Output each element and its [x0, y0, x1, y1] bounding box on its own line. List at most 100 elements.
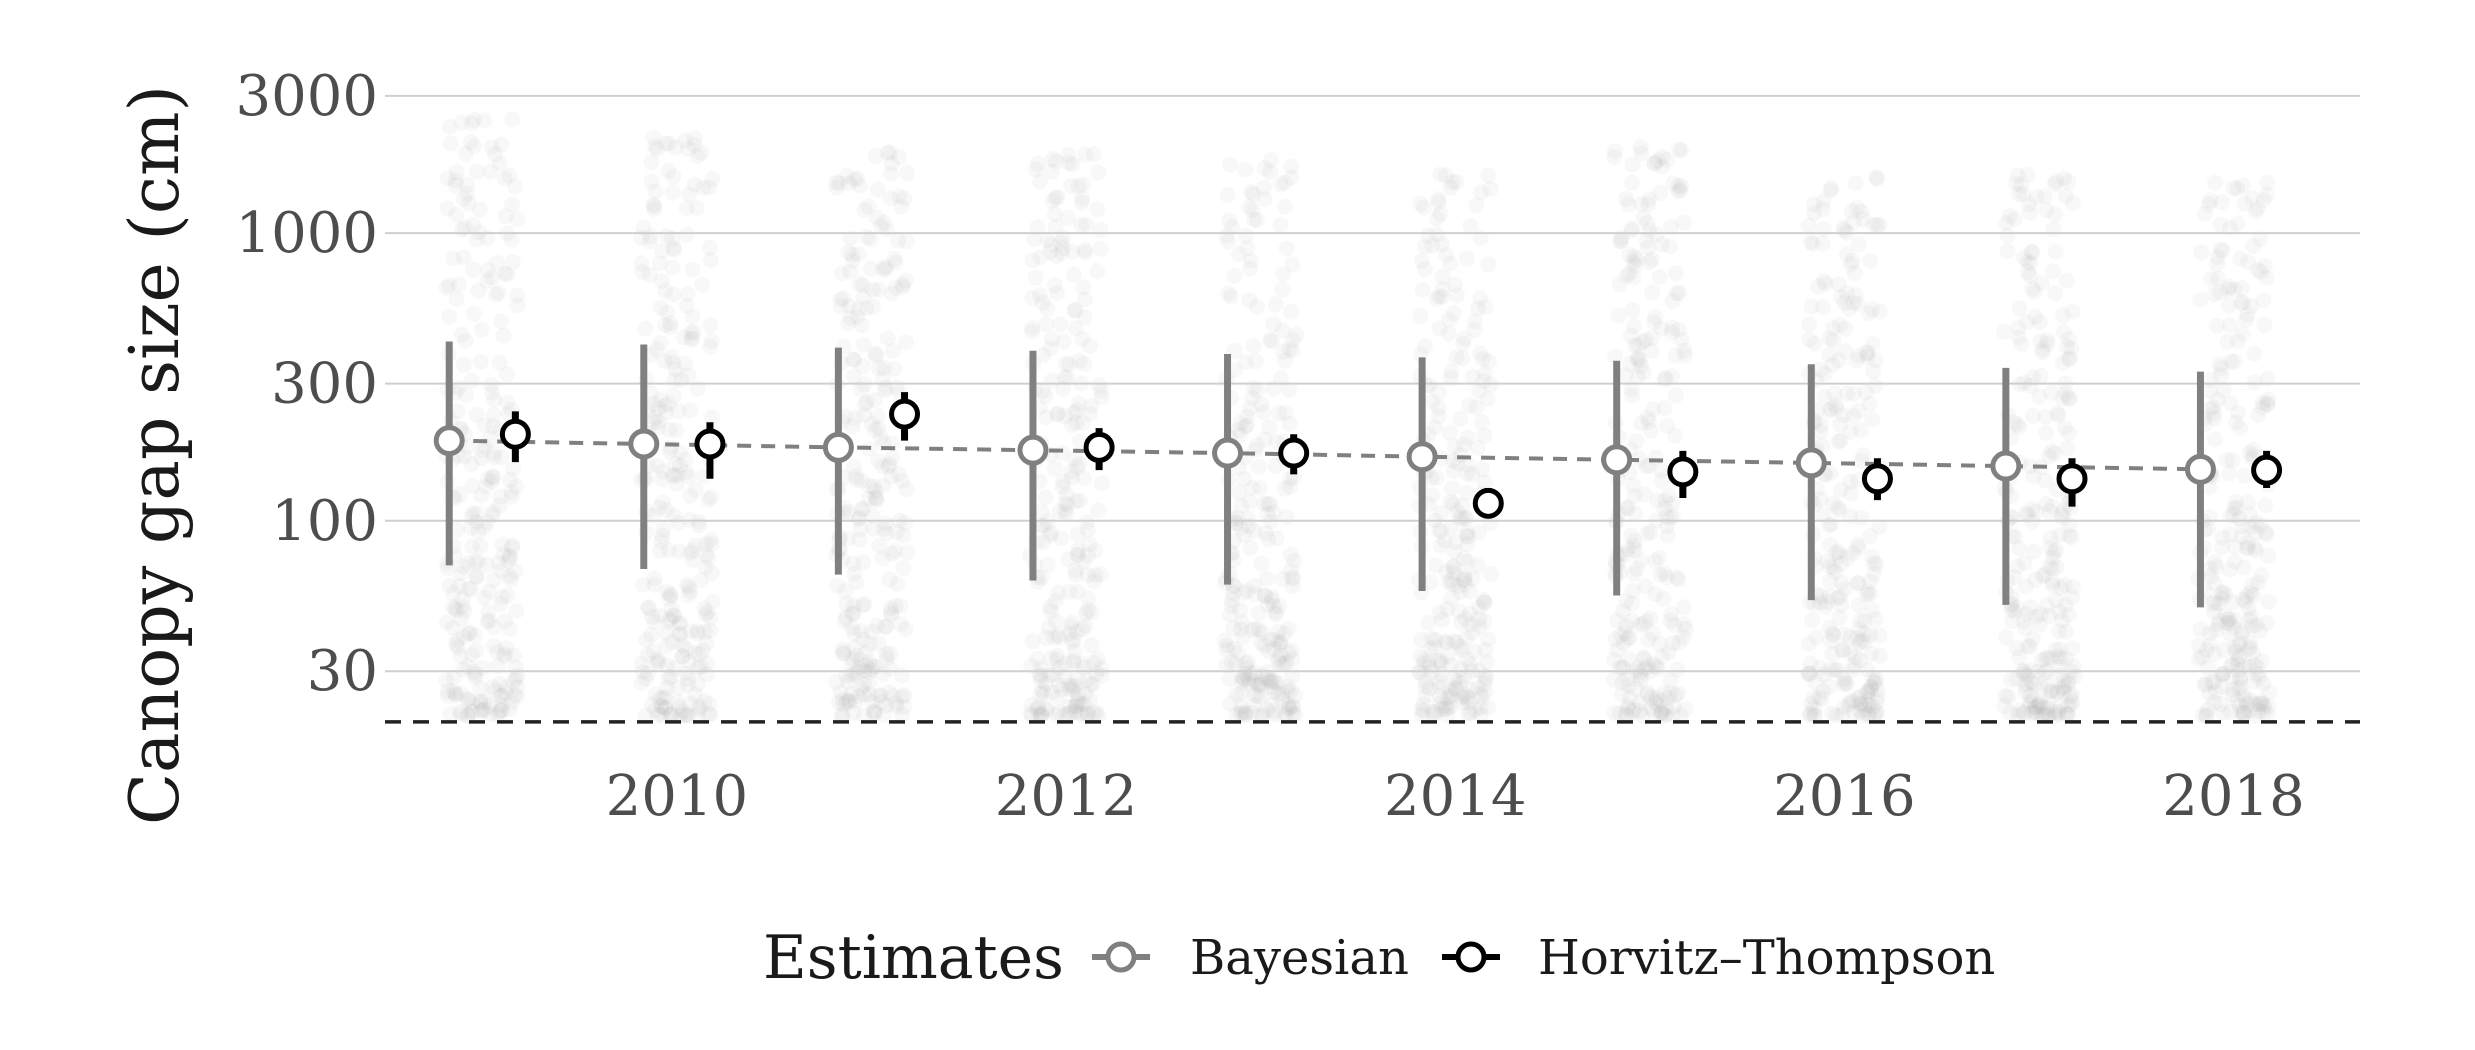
raw-point: [678, 200, 695, 217]
raw-point: [2006, 569, 2023, 585]
raw-point: [1444, 174, 1461, 191]
raw-point: [2242, 584, 2259, 601]
raw-point: [2245, 673, 2262, 690]
raw-point: [872, 687, 889, 704]
y-tick-label-100: 100: [271, 489, 378, 554]
raw-point: [2030, 697, 2047, 714]
raw-point: [669, 515, 686, 531]
raw-point: [1447, 534, 1464, 550]
raw-point: [1225, 585, 1241, 602]
raw-point: [1067, 703, 1084, 720]
raw-point: [1662, 218, 1679, 235]
raw-point: [2223, 353, 2239, 370]
raw-point: [1074, 621, 1091, 637]
raw-point: [1417, 687, 1434, 704]
raw-point: [2234, 528, 2251, 545]
raw-point: [1066, 450, 1083, 467]
raw-point: [647, 183, 664, 199]
raw-point: [2206, 410, 2222, 427]
raw-point: [1825, 332, 1842, 349]
raw-point: [476, 701, 493, 718]
raw-point: [661, 135, 678, 152]
raw-point: [659, 304, 676, 321]
raw-point: [890, 149, 907, 166]
raw-point: [481, 583, 498, 600]
point-horvitz-thompson-2013: [1278, 437, 1310, 469]
raw-point: [887, 598, 904, 615]
raw-point: [2235, 623, 2252, 639]
raw-point: [1270, 686, 1287, 703]
raw-point: [1836, 670, 1852, 687]
raw-point: [858, 644, 874, 661]
raw-point: [697, 607, 714, 623]
raw-point: [1060, 146, 1077, 163]
raw-point: [651, 255, 668, 272]
raw-point: [2011, 649, 2028, 666]
raw-point: [509, 688, 526, 705]
raw-point: [1850, 621, 1867, 638]
raw-point: [493, 696, 510, 713]
raw-point: [1230, 644, 1247, 661]
raw-point: [701, 239, 718, 256]
point-horvitz-thompson-2017: [2056, 463, 2088, 495]
raw-point: [1621, 246, 1638, 263]
raw-point: [1836, 407, 1853, 424]
raw-point: [1236, 526, 1253, 543]
raw-point: [863, 416, 880, 433]
raw-point: [1631, 617, 1648, 633]
raw-point: [666, 467, 683, 484]
raw-point: [1049, 405, 1066, 422]
raw-point: [1612, 627, 1629, 644]
raw-point: [1667, 347, 1684, 364]
raw-point: [1040, 619, 1057, 636]
raw-point: [657, 699, 674, 716]
raw-point: [1846, 657, 1863, 674]
raw-point: [2042, 503, 2058, 520]
raw-point: [459, 177, 475, 194]
raw-point: [1609, 612, 1625, 629]
raw-point: [1673, 142, 1690, 159]
raw-point: [475, 702, 492, 719]
raw-point: [1416, 651, 1433, 668]
raw-point: [504, 537, 521, 554]
raw-point: [1063, 614, 1080, 631]
raw-point: [1023, 707, 1040, 724]
raw-point: [1635, 615, 1652, 632]
raw-point: [678, 576, 695, 593]
raw-point: [1431, 522, 1447, 539]
raw-point: [1633, 195, 1650, 212]
x-tick-label-2016: 2016: [1773, 764, 1916, 829]
raw-point: [2058, 623, 2075, 640]
raw-point: [1276, 198, 1293, 215]
raw-point: [2229, 693, 2246, 710]
raw-point: [491, 155, 508, 172]
raw-point: [1480, 353, 1497, 370]
raw-point: [1830, 276, 1847, 293]
raw-point: [1677, 620, 1694, 637]
raw-point: [2194, 648, 2211, 665]
raw-point: [874, 458, 891, 474]
raw-point: [649, 655, 666, 672]
raw-point: [2254, 399, 2271, 416]
raw-point: [2240, 600, 2257, 617]
raw-point: [2251, 622, 2268, 639]
raw-point: [1634, 334, 1651, 350]
raw-point: [2249, 574, 2266, 591]
raw-point: [1839, 385, 1855, 402]
raw-point: [1851, 652, 1868, 669]
raw-point: [1074, 190, 1091, 207]
raw-point: [1047, 189, 1064, 206]
raw-point: [473, 321, 490, 338]
raw-point: [1613, 232, 1629, 249]
raw-point: [871, 537, 888, 554]
raw-point: [1662, 672, 1679, 689]
raw-point: [2019, 253, 2036, 270]
raw-point: [501, 167, 518, 184]
raw-point: [1640, 196, 1657, 213]
raw-point: [1271, 598, 1288, 614]
raw-point: [1076, 241, 1093, 258]
raw-point: [2208, 558, 2225, 575]
raw-point: [2037, 650, 2054, 667]
raw-point: [2205, 596, 2222, 613]
raw-point: [1615, 635, 1632, 651]
